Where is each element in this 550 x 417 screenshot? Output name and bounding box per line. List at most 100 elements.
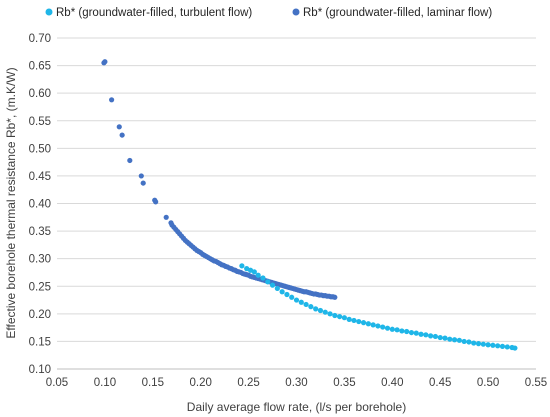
data-point-turbulent bbox=[337, 313, 343, 320]
y-tick-label: 0.20 bbox=[29, 309, 51, 321]
x-tick-label: 0.45 bbox=[429, 377, 451, 389]
data-point-turbulent bbox=[432, 333, 439, 340]
legend-marker-turbulent bbox=[45, 8, 53, 16]
data-point-turbulent bbox=[384, 325, 391, 331]
data-point-turbulent bbox=[512, 345, 518, 351]
data-point-turbulent bbox=[485, 342, 491, 348]
data-point-turbulent bbox=[490, 342, 496, 348]
x-tick-label: 0.55 bbox=[525, 377, 547, 389]
data-point-turbulent bbox=[413, 330, 419, 336]
data-point-laminar bbox=[127, 157, 133, 164]
data-point-laminar bbox=[102, 59, 108, 65]
x-tick-label: 0.15 bbox=[142, 377, 164, 389]
data-point-turbulent bbox=[260, 275, 266, 281]
data-point-turbulent bbox=[456, 337, 462, 343]
x-axis-title: Daily average flow rate, (l/s per boreho… bbox=[187, 400, 406, 414]
data-point-turbulent bbox=[284, 291, 290, 298]
data-point-turbulent bbox=[375, 323, 381, 329]
data-point-turbulent bbox=[447, 336, 453, 342]
x-tick-label: 0.30 bbox=[285, 377, 307, 389]
data-point-turbulent bbox=[356, 318, 362, 325]
data-point-turbulent bbox=[360, 320, 367, 326]
y-tick-label: 0.65 bbox=[29, 61, 51, 73]
data-point-turbulent bbox=[461, 338, 467, 345]
legend-label-turbulent: Rb* (groundwater-filled, turbulent flow) bbox=[56, 7, 252, 19]
y-tick-label: 0.25 bbox=[29, 281, 51, 293]
data-point-turbulent bbox=[269, 282, 276, 288]
data-point-turbulent bbox=[341, 315, 347, 321]
data-point-turbulent bbox=[475, 341, 482, 347]
data-point-turbulent bbox=[298, 299, 304, 305]
data-point-turbulent bbox=[313, 306, 319, 312]
legend-item-turbulent: Rb* (groundwater-filled, turbulent flow) bbox=[45, 7, 252, 19]
data-point-turbulent bbox=[428, 333, 434, 339]
data-point-turbulent bbox=[399, 328, 405, 334]
x-tick-label: 0.40 bbox=[381, 377, 403, 389]
data-point-turbulent bbox=[265, 279, 271, 285]
data-point-turbulent bbox=[370, 322, 376, 328]
data-point-laminar bbox=[109, 97, 115, 103]
data-point-turbulent bbox=[423, 332, 429, 338]
data-point-turbulent bbox=[495, 343, 501, 349]
x-tick-label: 0.35 bbox=[333, 377, 355, 389]
legend-item-laminar: Rb* (groundwater-filled, laminar flow) bbox=[292, 7, 492, 19]
data-point-turbulent bbox=[293, 297, 300, 303]
x-tick-label: 0.50 bbox=[477, 377, 499, 389]
y-tick-label: 0.35 bbox=[29, 226, 51, 238]
x-tick-label: 0.20 bbox=[190, 377, 212, 389]
data-point-turbulent bbox=[274, 285, 280, 292]
y-tick-label: 0.10 bbox=[29, 364, 51, 376]
data-point-turbulent bbox=[365, 321, 371, 327]
series-layer bbox=[101, 59, 518, 351]
data-point-turbulent bbox=[308, 304, 314, 310]
x-tick-label: 0.10 bbox=[94, 377, 116, 389]
data-point-turbulent bbox=[471, 340, 477, 346]
data-point-turbulent bbox=[351, 317, 357, 324]
y-tick-label: 0.50 bbox=[29, 143, 51, 155]
x-tick-label: 0.25 bbox=[237, 377, 259, 389]
data-point-turbulent bbox=[289, 294, 295, 300]
data-point-turbulent bbox=[327, 311, 333, 317]
x-tick-labels: 0.05 0.10 0.15 0.20 0.25 0.30 0.35 0.40 0.45 0.50… bbox=[46, 377, 547, 389]
y-tick-label: 0.45 bbox=[29, 171, 51, 183]
y-tick-label: 0.60 bbox=[29, 88, 51, 100]
data-point-turbulent bbox=[466, 339, 472, 345]
y-tick-label: 0.70 bbox=[29, 33, 51, 45]
series-turbulent bbox=[239, 263, 518, 351]
y-tick-label: 0.15 bbox=[29, 336, 51, 348]
data-point-turbulent bbox=[332, 312, 338, 319]
data-point-laminar bbox=[140, 180, 146, 186]
data-point-turbulent bbox=[380, 324, 386, 330]
data-point-turbulent bbox=[499, 343, 506, 349]
data-point-turbulent bbox=[322, 309, 328, 315]
legend: Rb* (groundwater-filled, turbulent flow)… bbox=[45, 7, 492, 19]
data-point-turbulent bbox=[408, 329, 415, 336]
y-tick-label: 0.55 bbox=[29, 116, 51, 128]
data-point-turbulent bbox=[437, 334, 443, 341]
data-point-turbulent bbox=[404, 328, 410, 335]
data-point-turbulent bbox=[255, 272, 261, 278]
data-point-laminar bbox=[116, 124, 122, 130]
legend-label-laminar: Rb* (groundwater-filled, laminar flow) bbox=[303, 7, 492, 19]
y-tick-labels: 0.10 0.15 0.20 0.25 0.30 0.35 0.40 0.45 0.50 0.55… bbox=[29, 33, 51, 376]
y-axis-title: Effective borehole thermal resistance Rb… bbox=[4, 67, 18, 338]
data-point-turbulent bbox=[504, 344, 510, 350]
data-point-turbulent bbox=[251, 269, 257, 275]
data-point-laminar bbox=[153, 199, 159, 205]
y-tick-label: 0.40 bbox=[29, 199, 51, 211]
data-point-turbulent bbox=[451, 337, 458, 343]
y-tick-label: 0.30 bbox=[29, 254, 51, 266]
data-point-laminar bbox=[119, 132, 125, 138]
data-point-turbulent bbox=[480, 341, 486, 347]
data-point-turbulent bbox=[317, 307, 324, 314]
data-point-turbulent bbox=[239, 263, 245, 269]
data-point-turbulent bbox=[303, 301, 309, 308]
data-point-laminar bbox=[332, 294, 338, 300]
legend-marker-laminar bbox=[292, 8, 300, 16]
data-point-turbulent bbox=[346, 316, 352, 322]
data-point-laminar bbox=[138, 173, 144, 179]
gridlines bbox=[57, 37, 536, 342]
data-point-turbulent bbox=[279, 289, 285, 295]
data-point-turbulent bbox=[389, 326, 395, 332]
